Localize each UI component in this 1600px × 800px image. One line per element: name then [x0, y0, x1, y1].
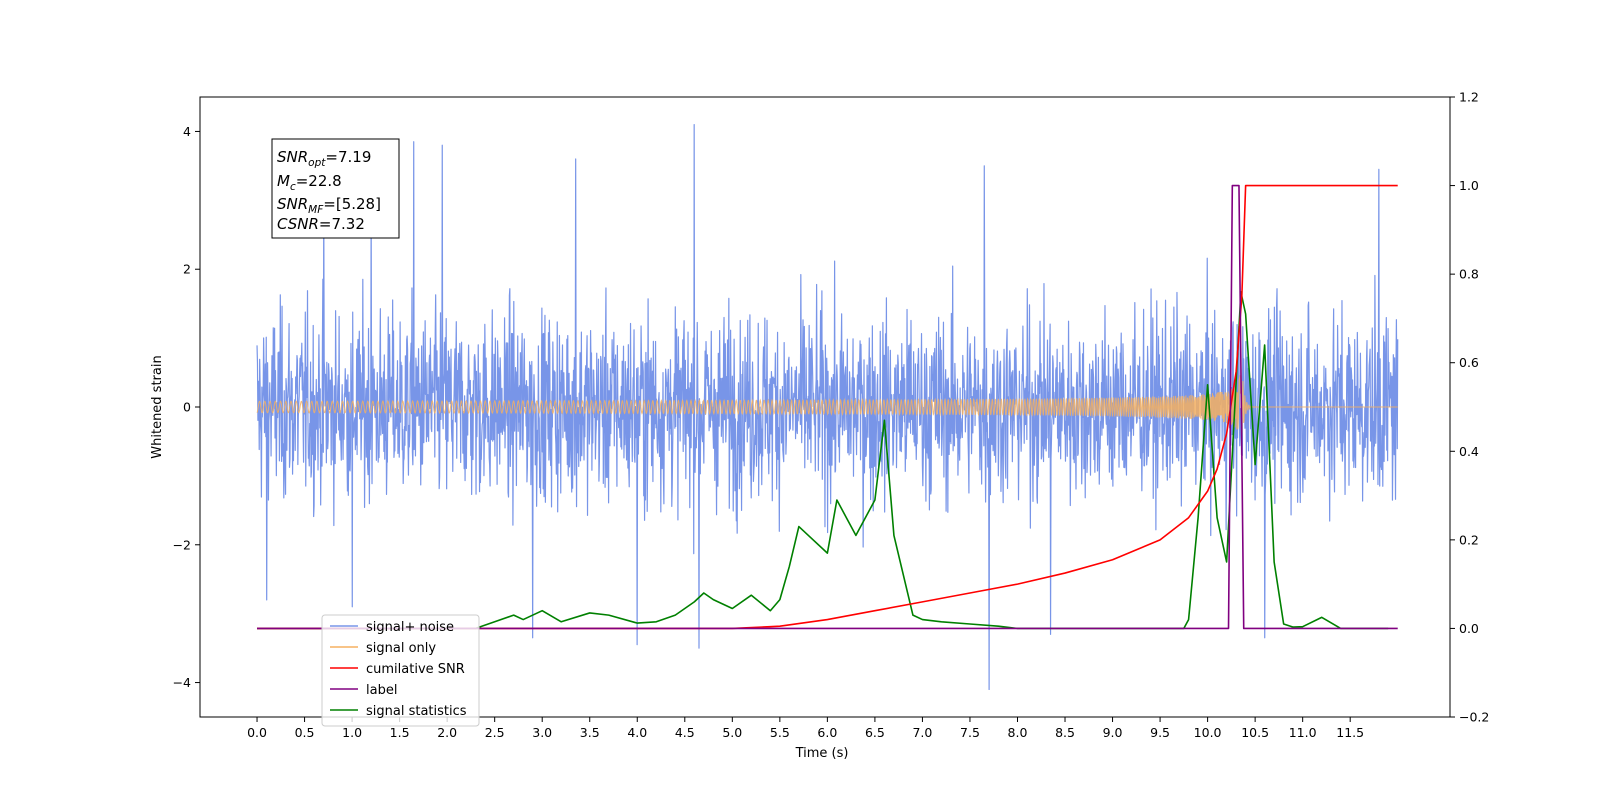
stat-snr-mf: SNRMF=[5.28]: [277, 195, 381, 216]
x-tick-label: 3.5: [580, 725, 600, 740]
legend-label-label: label: [366, 683, 397, 698]
y-tick-label: 4: [183, 124, 191, 139]
y2-tick-label: 0.6: [1459, 355, 1479, 370]
signal-statistics-line: [257, 291, 1389, 630]
legend-label-cumulative-snr: cumilative SNR: [366, 662, 465, 677]
y-axis-title: Whitened strain: [150, 355, 165, 458]
y2-tick-label: 1.2: [1459, 90, 1479, 105]
x-tick-label: 3.0: [532, 725, 552, 740]
stat-snr-opt: SNRopt=7.19: [277, 148, 371, 169]
signal-only-line: [256, 353, 1398, 448]
y2-tick-label: 0.4: [1459, 444, 1479, 459]
plot-area: [199, 96, 1451, 718]
y-tick-label: −4: [173, 675, 191, 690]
x-tick-label: 8.0: [1008, 725, 1028, 740]
signal-only-series: [256, 353, 1398, 448]
x-tick-label: 0.0: [247, 725, 267, 740]
y-tick-label: −2: [173, 537, 191, 552]
x-axis-title: Time (s): [795, 746, 849, 761]
x-tick-label: 2.5: [485, 725, 505, 740]
y-tick-label: 0: [183, 400, 191, 415]
legend-label-signal-only: signal only: [366, 641, 436, 656]
y2-tick-label: 0.0: [1459, 621, 1479, 636]
x-tick-label: 1.5: [390, 725, 410, 740]
y2-tick-label: −0.2: [1459, 710, 1489, 725]
cumulative-snr-line: [257, 184, 1398, 630]
right-axis-series: [257, 184, 1398, 630]
label-line: [257, 184, 1398, 630]
legend-frame: [321, 614, 480, 727]
x-tick-label: 4.0: [627, 725, 647, 740]
stats-box-frame: [271, 138, 400, 239]
x-tick-label: 6.0: [817, 725, 837, 740]
x-tick-label: 10.5: [1241, 725, 1269, 740]
x-tick-label: 5.0: [722, 725, 742, 740]
x-tick-label: 8.5: [1055, 725, 1075, 740]
stats-annotation-box: SNRopt=7.19 Mc=22.8 SNRMF=[5.28] CSNR=7.…: [271, 138, 400, 239]
x-axis: 0.0 0.5 1.0 1.5 2.0 2.5 3.0 3.5 4.0 4.5 5.0 5.5 6.0 6…: [247, 717, 1364, 740]
stat-mc: Mc=22.8: [277, 172, 342, 193]
stat-csnr: CSNR=7.32: [277, 215, 365, 233]
y2-tick-label: 0.8: [1459, 267, 1479, 282]
x-tick-label: 1.0: [342, 725, 362, 740]
x-tick-label: 7.0: [912, 725, 932, 740]
x-tick-label: 11.5: [1336, 725, 1364, 740]
y-axis-right: 1.2 1.0 0.8 0.6 0.4 0.2 0.0 −0.2: [1450, 90, 1489, 725]
x-tick-label: 9.0: [1103, 725, 1123, 740]
legend: signal+ noise signal only cumilative SNR…: [321, 614, 480, 727]
x-tick-label: 4.5: [675, 725, 695, 740]
x-tick-label: 10.0: [1194, 725, 1222, 740]
y2-tick-label: 1.0: [1459, 178, 1479, 193]
x-tick-label: 6.5: [865, 725, 885, 740]
y-axis-left: 4 2 0 −2 −4: [173, 124, 200, 690]
legend-label-signal-plus-noise: signal+ noise: [366, 620, 454, 635]
legend-label-signal-statistics: signal statistics: [366, 704, 467, 719]
y2-tick-label: 0.2: [1459, 532, 1479, 547]
x-tick-label: 9.5: [1150, 725, 1170, 740]
x-tick-label: 0.5: [295, 725, 315, 740]
x-tick-label: 11.0: [1289, 725, 1317, 740]
x-tick-label: 7.5: [960, 725, 980, 740]
y-tick-label: 2: [183, 262, 191, 277]
x-tick-label: 5.5: [770, 725, 790, 740]
x-tick-label: 2.0: [437, 725, 457, 740]
